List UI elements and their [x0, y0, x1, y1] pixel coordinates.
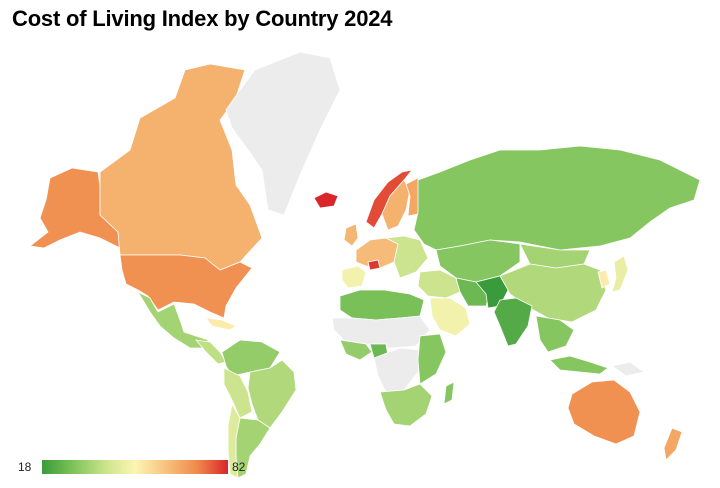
region-chile[interactable] — [227, 402, 241, 479]
region-greenland[interactable] — [225, 51, 341, 216]
region-new-zealand[interactable] — [663, 427, 683, 461]
region-eastern-europe[interactable] — [384, 235, 429, 279]
region-indonesia[interactable] — [549, 355, 609, 375]
region-middle-east[interactable] — [417, 269, 461, 299]
region-usa[interactable] — [119, 254, 253, 319]
legend-max-label: 82 — [232, 460, 246, 474]
region-central-africa[interactable] — [373, 347, 421, 393]
region-iceland[interactable] — [313, 191, 339, 209]
region-madagascar[interactable] — [443, 381, 455, 405]
region-west-africa[interactable] — [339, 339, 373, 361]
region-north-africa[interactable] — [339, 289, 425, 321]
region-uk-ireland[interactable] — [343, 223, 359, 247]
region-alaska[interactable] — [29, 167, 121, 249]
region-australia[interactable] — [567, 379, 641, 445]
region-arabia[interactable] — [429, 297, 471, 337]
region-japan[interactable] — [611, 255, 629, 293]
region-india[interactable] — [493, 297, 533, 347]
legend-min-label: 18 — [18, 460, 32, 474]
region-norway[interactable] — [365, 169, 413, 229]
region-korea[interactable] — [597, 269, 611, 289]
region-iberia[interactable] — [341, 265, 367, 289]
region-central-america[interactable] — [195, 339, 227, 365]
region-southern-africa[interactable] — [379, 383, 433, 427]
region-southeast-asia[interactable] — [535, 315, 575, 353]
map-title: Cost of Living Index by Country 2024 — [12, 6, 393, 31]
region-east-africa[interactable] — [417, 333, 447, 385]
region-brazil[interactable] — [247, 359, 297, 429]
region-switzerland[interactable] — [367, 259, 381, 271]
legend-gradient-bar — [42, 460, 228, 474]
region-sweden[interactable] — [381, 179, 411, 231]
region-caribbean[interactable] — [205, 317, 237, 331]
region-russia[interactable] — [413, 145, 701, 251]
region-kazakhstan-central-asia[interactable] — [435, 239, 521, 283]
region-papua[interactable] — [611, 361, 645, 377]
region-andes[interactable] — [223, 367, 253, 419]
region-mexico[interactable] — [136, 291, 209, 349]
